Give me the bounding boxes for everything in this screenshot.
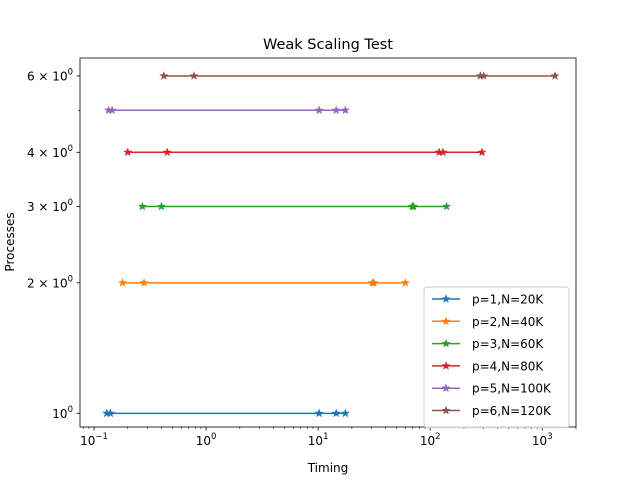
legend: p=1,N=20K p=2,N=40K p=3,N=60K p=4,N=80K p=5,…: [423, 286, 570, 429]
data-point-marker: [314, 105, 324, 115]
data-point-marker: [441, 201, 452, 211]
plot-frame: [79, 57, 577, 428]
legend-marker: [441, 294, 451, 304]
x-axis-title: Timing: [307, 461, 349, 475]
y-axis-title: Processes: [3, 212, 17, 271]
data-point-marker: [189, 70, 199, 80]
series-layer: [102, 70, 560, 418]
data-point-marker: [107, 105, 117, 115]
data-point-marker: [331, 105, 341, 115]
data-point-marker: [314, 408, 324, 418]
legend-label: p=4,N=80K: [472, 359, 544, 373]
data-point-marker: [159, 70, 169, 80]
data-point-marker: [105, 408, 116, 418]
series-5: [103, 105, 351, 115]
data-point-marker: [400, 277, 411, 287]
series-3: [137, 201, 452, 211]
y-axis-ticks: 100 2 × 100 3 × 100 4 × 100 6 × 100: [27, 67, 80, 421]
x-tick-label: 101: [308, 432, 329, 448]
y-tick-label: 6 × 100: [27, 67, 73, 83]
data-point-marker: [438, 147, 448, 157]
x-tick-label: 103: [532, 432, 553, 448]
series-6: [159, 70, 560, 80]
legend-marker: [441, 316, 451, 326]
axes-frame: [79, 57, 577, 428]
x-tick-label: 102: [420, 432, 441, 448]
x-tick-label: 10−1: [80, 432, 108, 448]
legend-marker: [441, 405, 451, 415]
legend-marker: [441, 383, 451, 393]
data-point-marker: [331, 408, 341, 418]
series-4: [123, 147, 487, 157]
data-point-marker: [369, 277, 379, 287]
data-point-marker: [117, 277, 128, 287]
data-point-marker: [477, 147, 487, 157]
series-2: [117, 277, 411, 287]
legend-box: [423, 286, 570, 429]
y-tick-label: 2 × 100: [27, 274, 73, 290]
data-point-marker: [340, 105, 351, 115]
legend-label: p=6,N=120K: [472, 404, 552, 418]
chart-title: Weak Scaling Test: [263, 37, 393, 53]
legend-label: p=5,N=100K: [472, 382, 552, 396]
data-point-marker: [408, 201, 419, 211]
data-point-marker: [139, 277, 149, 287]
data-point-marker: [162, 147, 172, 157]
legend-marker: [441, 338, 451, 348]
y-tick-label: 3 × 100: [27, 198, 73, 214]
data-point-marker: [123, 147, 133, 157]
data-point-marker: [156, 201, 167, 211]
data-point-marker: [478, 70, 489, 80]
legend-label: p=2,N=40K: [472, 315, 544, 329]
legend-label: p=3,N=60K: [472, 337, 544, 351]
legend-label: p=1,N=20K: [472, 293, 544, 307]
legend-marker: [441, 360, 451, 370]
series-1: [102, 408, 351, 418]
data-point-marker: [340, 408, 351, 418]
x-axis-ticks: 10−1 100 101 102 103: [80, 427, 577, 448]
y-tick-label: 4 × 100: [27, 144, 73, 160]
x-tick-label: 100: [196, 432, 217, 448]
data-point-marker: [137, 201, 148, 211]
data-point-marker: [550, 70, 560, 80]
y-tick-label: 100: [52, 405, 73, 421]
